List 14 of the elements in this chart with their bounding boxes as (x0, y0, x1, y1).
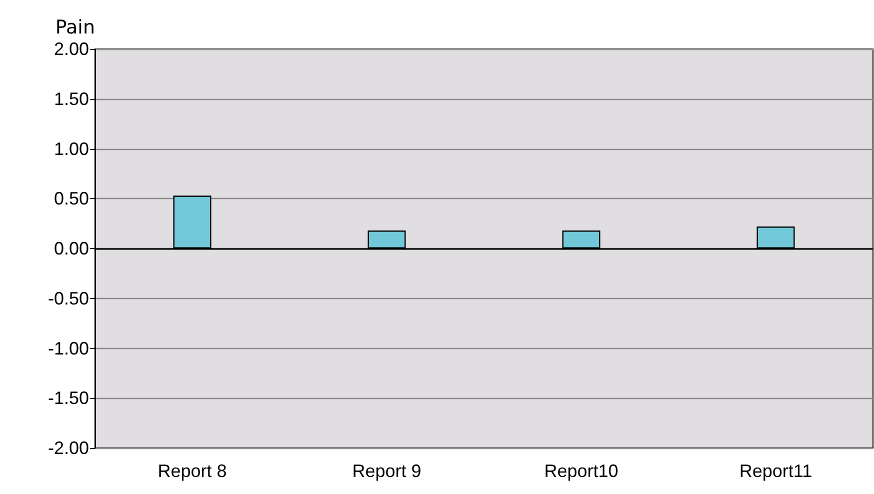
y-tick-label: 0.50 (54, 188, 89, 209)
x-tick-label: Report10 (544, 461, 618, 481)
y-tick-label: 2.00 (54, 39, 89, 59)
y-tick-label: -0.50 (48, 288, 89, 308)
y-tick-label: 0.00 (54, 238, 89, 258)
y-tick-label: -1.00 (48, 338, 89, 358)
y-tick-label: -2.00 (48, 438, 89, 458)
x-tick-label: Report 8 (158, 461, 227, 481)
x-tick-label: Report 9 (352, 461, 422, 481)
y-tick-label: 1.50 (54, 88, 89, 109)
y-tick-label: 1.00 (54, 138, 89, 159)
y-axis-title: Pain (55, 16, 95, 38)
x-tick-label: Report11 (739, 461, 812, 481)
y-tick-label: -1.50 (48, 388, 89, 408)
